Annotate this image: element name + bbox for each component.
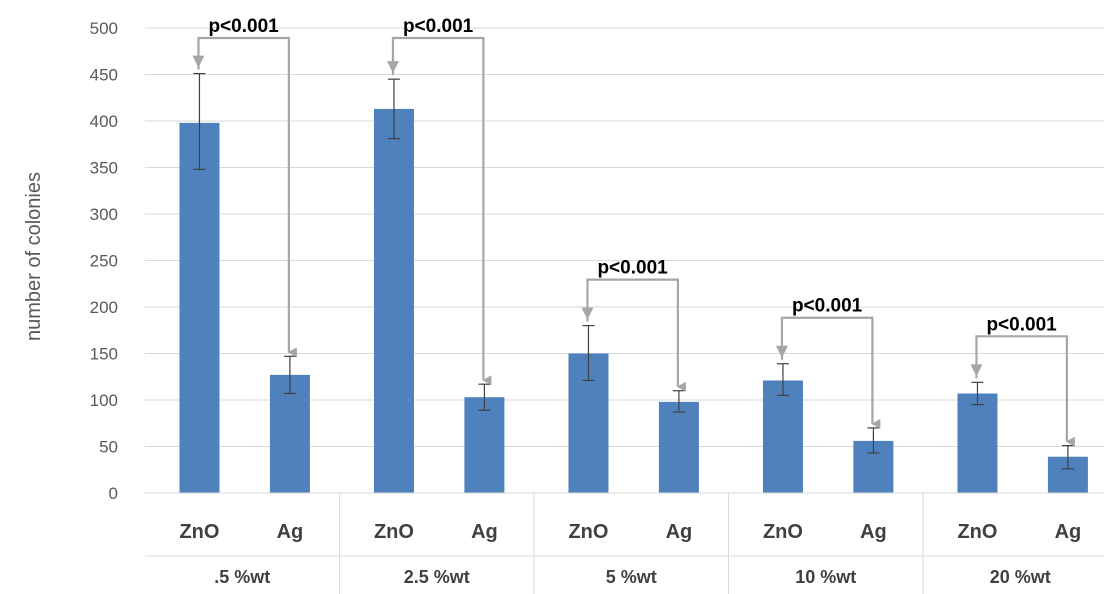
significance-bracket [391,36,492,386]
x-category-label: Ag [471,521,498,543]
arrow-head [581,307,594,320]
y-tick-label: 0 [109,484,118,503]
y-tick-label: 150 [90,345,118,364]
bar-zno [957,393,998,493]
arrow-head [386,61,399,74]
y-tick-label: 350 [90,159,118,178]
significance-bracket [197,36,297,358]
x-group-label: 10 %wt [795,567,856,587]
significance-bracket [975,335,1075,447]
x-category-label: ZnO [568,521,608,543]
bar-zno [179,122,220,494]
y-tick-label: 300 [90,205,118,224]
y-tick-label: 500 [90,19,118,38]
x-category-label: Ag [1055,521,1082,543]
x-group-label: 5 %wt [606,567,657,587]
y-tick-label: 450 [90,66,118,85]
bar-ag [464,397,505,493]
arrow-head [775,345,788,358]
y-tick-label: 400 [90,112,118,131]
arrow-head [192,55,205,68]
y-tick-label: 100 [90,391,118,410]
x-category-label: Ag [666,521,693,543]
y-tick-label: 250 [90,252,118,271]
y-tick-label: 200 [90,298,118,317]
x-axis: ZnO Ag .5 %wt ZnO Ag 2.5 %wt ZnO Ag 5 %wt ZnO Ag 10… [145,492,1104,594]
bars [179,108,1088,494]
significance-bracket [780,316,881,429]
bar-zno [373,108,414,493]
y-axis-label: number of colonies [23,172,45,341]
significance-bracket [586,278,686,392]
arrow-head [970,364,983,377]
bar-ag [269,374,310,493]
x-group-label: 2.5 %wt [404,567,470,587]
x-category-label: ZnO [763,521,803,543]
x-category-label: Ag [277,521,304,543]
y-axis-ticks: 0 50 100 150 200 250 300 350 400 450 500 [90,19,118,503]
x-category-label: Ag [860,521,887,543]
significance-label: p<0.001 [986,314,1057,335]
bar-zno [762,380,803,493]
significance-label: p<0.001 [792,296,863,317]
bar-ag [658,401,699,493]
x-category-label: ZnO [179,521,219,543]
significance-label: p<0.001 [403,16,474,37]
significance-annotations: p<0.001 p<0.001 p<0.001 p<0.001 p<0.001 [192,16,1075,447]
significance-label: p<0.001 [597,258,668,279]
y-tick-label: 50 [99,438,118,457]
x-category-label: ZnO [957,521,997,543]
x-group-label: .5 %wt [214,567,270,587]
x-category-label: ZnO [374,521,414,543]
x-group-label: 20 %wt [990,567,1051,587]
significance-label: p<0.001 [208,16,279,37]
